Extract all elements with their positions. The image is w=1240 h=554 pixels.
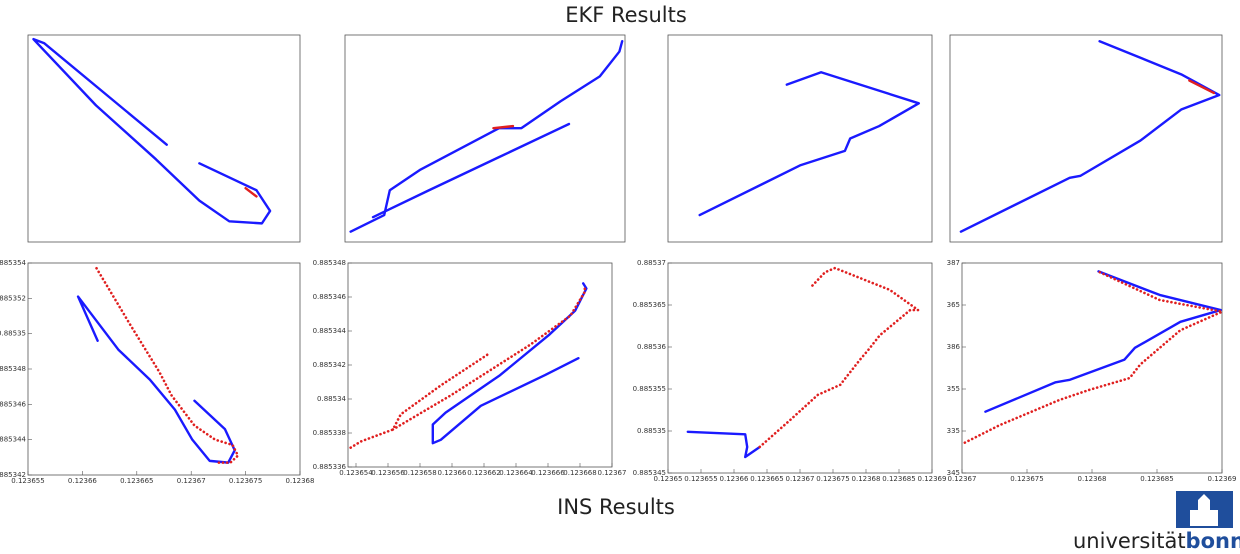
x-tick-label: 0.12367: [948, 475, 977, 483]
logo-part1: universität: [1073, 529, 1186, 553]
y-tick-label: 0.885354: [0, 259, 27, 267]
y-tick-label: 0.88535: [637, 427, 666, 435]
x-tick-label: 0.123655: [11, 477, 44, 485]
plot-frame: [27, 262, 301, 476]
x-tick-label: 0.12369: [1208, 475, 1237, 483]
plot-frame: [961, 262, 1223, 474]
x-tick-label: 0.123662: [467, 469, 500, 477]
y-tick-label: 0.885342: [0, 471, 26, 479]
y-tick-label: 0.885346: [313, 293, 347, 301]
x-tick-label: 0.12367: [598, 469, 627, 477]
y-tick-label: 0.885365: [633, 301, 666, 309]
x-tick-label: 0.12368: [1078, 475, 1107, 483]
x-tick-label: 0.123675: [229, 477, 262, 485]
y-tick-label: 0.885348: [0, 365, 26, 373]
trajectory: [244, 186, 258, 198]
x-tick-label: 0.123664: [499, 469, 533, 477]
y-tick-label: 0.88534: [317, 395, 346, 403]
y-tick-label: 355: [947, 385, 960, 393]
trajectory: [492, 124, 515, 130]
y-tick-label: 0.885346: [0, 400, 27, 408]
trajectory: [349, 40, 624, 233]
plot-frame: [347, 262, 613, 468]
y-tick-label: 0.885342: [313, 361, 346, 369]
trajectory: [348, 285, 587, 450]
x-tick-label: 0.123666: [531, 469, 565, 477]
x-tick-label: 0.123654: [339, 469, 373, 477]
y-tick-label: 0.885348: [313, 259, 346, 267]
x-tick-label: 0.12368: [286, 477, 315, 485]
trajectory: [95, 267, 240, 464]
x-tick-label: 0.123675: [1010, 475, 1043, 483]
logo-text: universitätbonn: [1073, 529, 1240, 553]
y-tick-label: 335: [947, 427, 960, 435]
x-tick-label: 0.12366: [68, 477, 97, 485]
trajectory: [758, 266, 920, 449]
x-tick-label: 0.123685: [882, 475, 915, 483]
x-tick-label: 0.123656: [371, 469, 405, 477]
x-tick-label: 0.12368: [852, 475, 881, 483]
y-tick-label: 0.885344: [0, 436, 27, 444]
trajectory: [984, 270, 1222, 413]
x-tick-label: 0.12369: [918, 475, 947, 483]
y-tick-label: 345: [947, 469, 960, 477]
y-tick-label: 0.885344: [313, 327, 347, 335]
trajectory: [698, 71, 920, 217]
x-tick-label: 0.12367: [177, 477, 206, 485]
y-tick-label: 0.88535: [0, 330, 26, 338]
x-tick-label: 0.12365: [654, 475, 683, 483]
trajectory: [1188, 79, 1216, 95]
y-tick-label: 0.88537: [637, 259, 666, 267]
plot-frame: [667, 262, 933, 474]
y-tick-label: 0.88536: [637, 343, 666, 351]
y-tick-label: 365: [947, 301, 960, 309]
y-tick-label: 386: [947, 343, 961, 351]
y-tick-label: 387: [947, 259, 960, 267]
trajectory: [686, 430, 761, 459]
x-tick-label: 0.123655: [684, 475, 717, 483]
y-tick-label: 0.885336: [313, 463, 347, 471]
x-tick-label: 0.123658: [403, 469, 436, 477]
x-tick-label: 0.123668: [563, 469, 596, 477]
x-tick-label: 0.12366: [438, 469, 467, 477]
logo: universitätbonn: [1073, 491, 1240, 553]
trajectory: [963, 270, 1224, 445]
trajectory: [76, 295, 236, 464]
trajectory: [32, 37, 272, 225]
y-tick-label: 0.885338: [313, 429, 346, 437]
caption: INS Results: [557, 495, 675, 519]
logo-building: [1190, 494, 1218, 526]
x-tick-label: 0.123685: [1140, 475, 1173, 483]
logo-part2: bonn: [1186, 529, 1240, 553]
title: EKF Results: [565, 3, 687, 27]
x-tick-label: 0.12366: [720, 475, 749, 483]
plot-frame: [27, 34, 301, 243]
y-tick-label: 0.885352: [0, 294, 26, 302]
x-tick-label: 0.123665: [750, 475, 783, 483]
y-tick-label: 0.885345: [633, 469, 666, 477]
trajectory: [959, 40, 1221, 233]
x-tick-label: 0.123665: [120, 477, 153, 485]
y-tick-label: 0.885355: [633, 385, 666, 393]
plot-frame: [949, 34, 1223, 243]
x-tick-label: 0.12367: [786, 475, 815, 483]
plot-frame: [667, 34, 933, 243]
x-tick-label: 0.123675: [816, 475, 849, 483]
